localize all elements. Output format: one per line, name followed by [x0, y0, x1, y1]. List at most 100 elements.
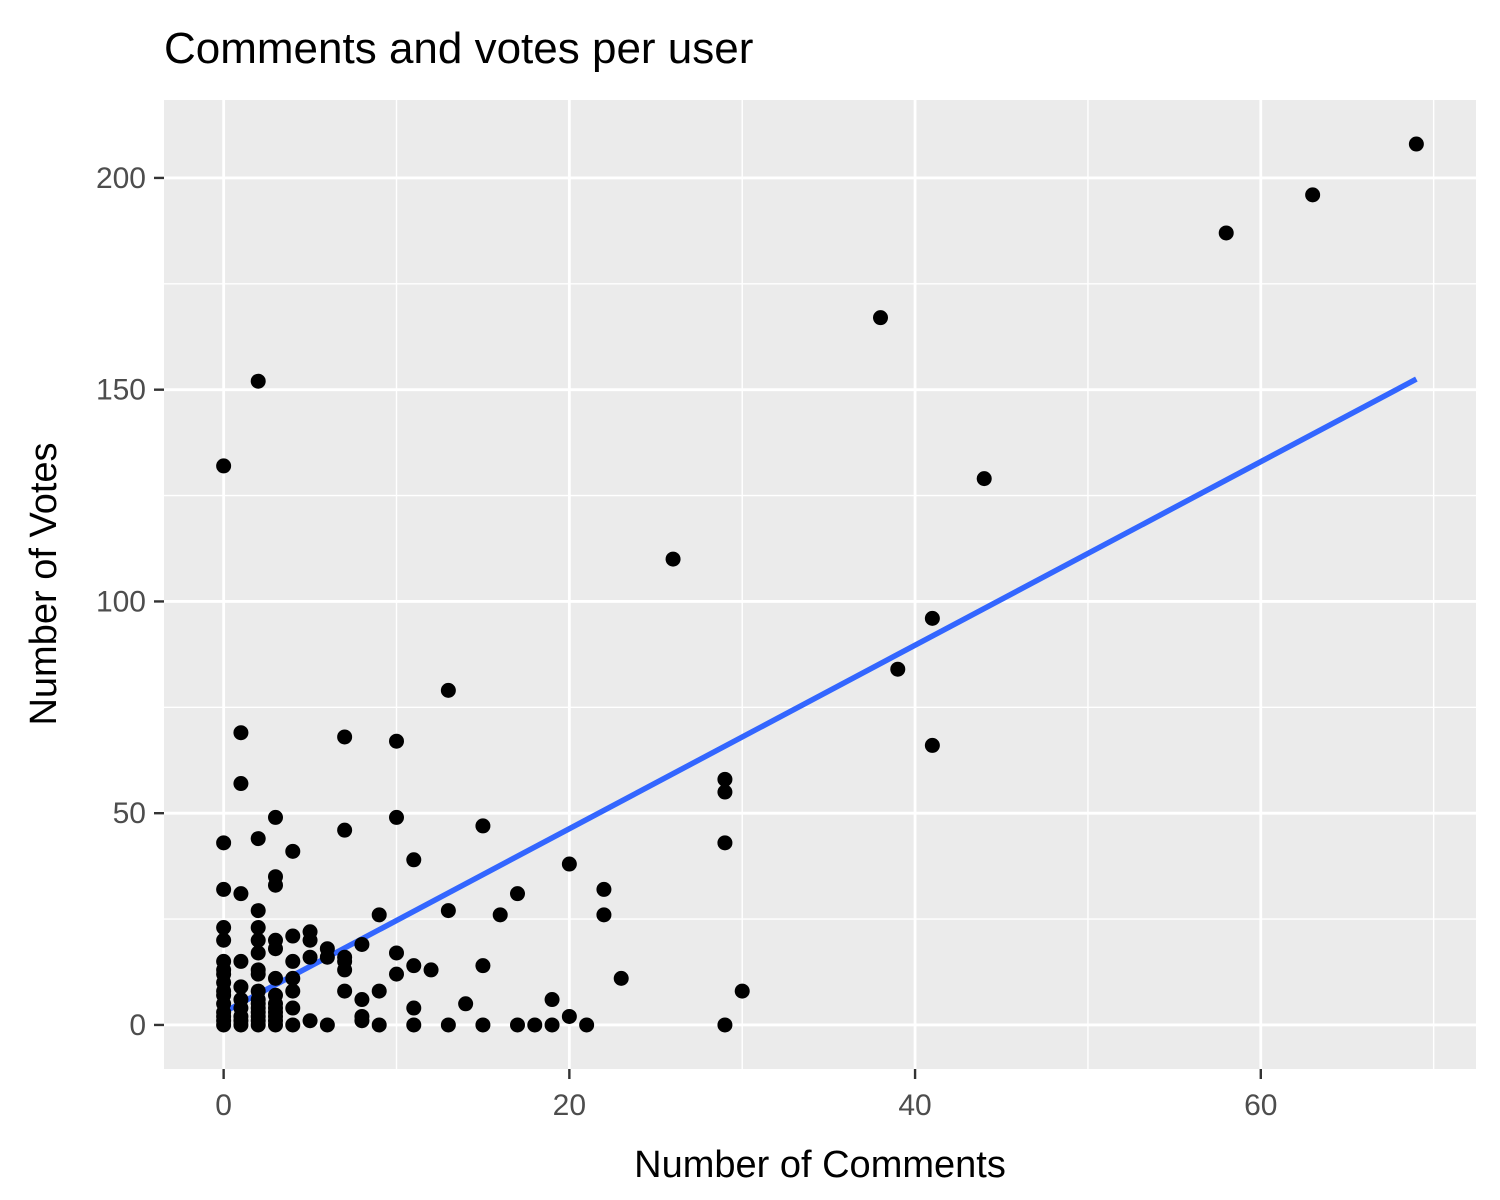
data-point [233, 1017, 249, 1033]
data-point [1408, 136, 1424, 152]
data-point [423, 962, 439, 978]
data-point [267, 809, 283, 825]
data-point [717, 1017, 733, 1033]
trend-line-layer [222, 376, 1418, 1015]
data-point [1218, 225, 1234, 241]
data-point [354, 992, 370, 1008]
data-point [216, 1017, 232, 1033]
data-point [319, 949, 335, 965]
data-point [233, 886, 249, 902]
data-point [976, 471, 992, 487]
y-axis-title: Number of Votes [23, 442, 65, 725]
data-point [216, 932, 232, 948]
data-point [544, 992, 560, 1008]
data-point [233, 725, 249, 741]
data-point [302, 949, 318, 965]
data-point [596, 881, 612, 897]
data-point [475, 958, 491, 974]
x-tick-label: 0 [215, 1089, 232, 1122]
data-point [475, 1017, 491, 1033]
plot-panel [164, 100, 1476, 1069]
data-point [544, 1017, 560, 1033]
data-point [267, 1017, 283, 1033]
data-point [250, 920, 266, 936]
data-point [388, 809, 404, 825]
data-point [216, 835, 232, 851]
major-gridlines [164, 100, 1476, 1069]
data-point [924, 610, 940, 626]
data-point [250, 932, 266, 948]
data-point [250, 831, 266, 847]
data-point [337, 983, 353, 999]
x-axis-title: Number of Comments [634, 1144, 1006, 1186]
data-point [267, 877, 283, 893]
data-point [233, 776, 249, 792]
data-point [509, 1017, 525, 1033]
data-point [406, 1017, 422, 1033]
data-point [371, 983, 387, 999]
data-point [665, 551, 681, 567]
data-point [527, 1017, 543, 1033]
data-point [717, 835, 733, 851]
y-tick-label: 200 [96, 162, 146, 195]
data-point [579, 1017, 595, 1033]
data-point [440, 903, 456, 919]
data-point [267, 970, 283, 986]
data-point [354, 936, 370, 952]
data-point [475, 818, 491, 834]
data-point [250, 903, 266, 919]
data-point [458, 996, 474, 1012]
data-point [440, 682, 456, 698]
data-point [388, 945, 404, 961]
x-axis: 0 20 40 60 [215, 1069, 1277, 1122]
data-point [388, 966, 404, 982]
data-point [354, 1013, 370, 1029]
data-point [371, 907, 387, 923]
data-point [250, 945, 266, 961]
x-tick-label: 60 [1244, 1089, 1277, 1122]
y-tick-label: 50 [113, 797, 146, 830]
data-point [302, 1013, 318, 1029]
data-point [440, 1017, 456, 1033]
data-point [285, 983, 301, 999]
data-point [233, 979, 249, 995]
data-point [924, 737, 940, 753]
data-point [337, 962, 353, 978]
data-point [216, 881, 232, 897]
data-point [613, 970, 629, 986]
data-point [250, 1017, 266, 1033]
data-point [302, 932, 318, 948]
data-point [233, 953, 249, 969]
chart-title: Comments and votes per user [164, 24, 753, 73]
data-point [509, 886, 525, 902]
data-point [285, 970, 301, 986]
data-point [216, 458, 232, 474]
data-point [250, 373, 266, 389]
y-tick-label: 100 [96, 585, 146, 618]
x-tick-label: 40 [898, 1089, 931, 1122]
data-point [873, 310, 889, 326]
data-point [337, 729, 353, 745]
data-points [216, 136, 1424, 1033]
data-point [216, 920, 232, 936]
data-point [717, 784, 733, 800]
data-point [406, 958, 422, 974]
data-point [717, 771, 733, 787]
data-point [890, 661, 906, 677]
data-point [285, 928, 301, 944]
y-axis: 0 50 100 150 200 [96, 162, 164, 1042]
data-point [285, 1017, 301, 1033]
data-point [492, 907, 508, 923]
x-tick-label: 20 [553, 1089, 586, 1122]
data-point [734, 983, 750, 999]
data-point [561, 1008, 577, 1024]
data-point [388, 733, 404, 749]
data-point [250, 966, 266, 982]
y-tick-label: 0 [129, 1009, 146, 1042]
data-point [337, 822, 353, 838]
data-point [319, 1017, 335, 1033]
data-point [596, 907, 612, 923]
trend-line [222, 376, 1418, 1015]
data-point [1305, 187, 1321, 203]
